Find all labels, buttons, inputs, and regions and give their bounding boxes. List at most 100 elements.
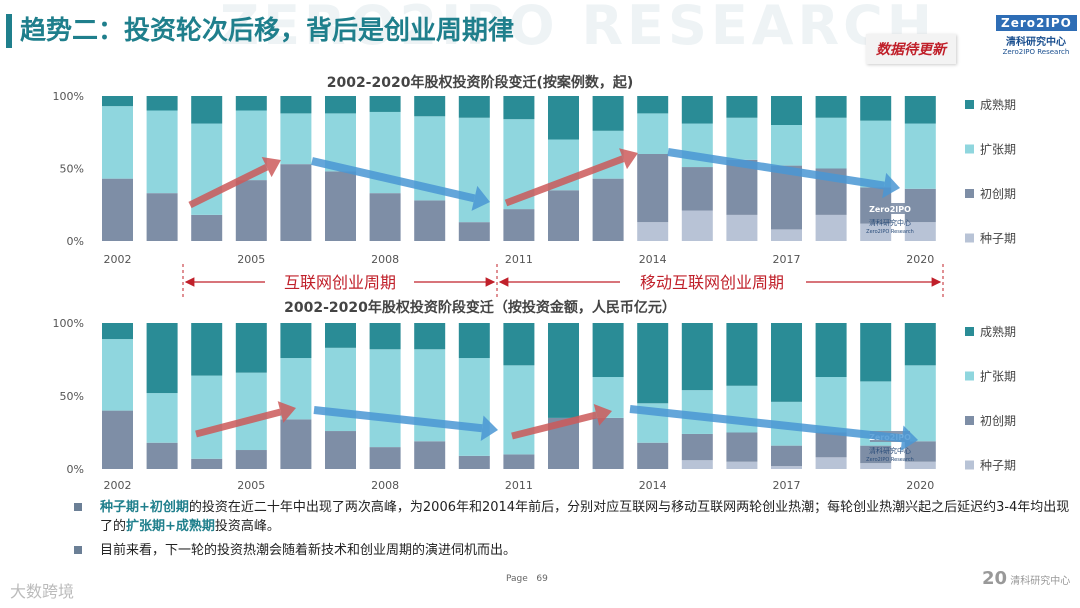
bar-segment-初创期 xyxy=(503,209,535,241)
legend-label: 种子期 xyxy=(980,232,1016,246)
chart-watermark-logo: Zero2IPO 清科研究中心 Zero2IPO Research xyxy=(866,203,914,235)
bar-2020 xyxy=(904,323,936,469)
bar-segment-扩张期 xyxy=(815,377,847,433)
rise-arrow-head xyxy=(277,401,296,423)
bar-segment-初创期 xyxy=(235,180,267,241)
x-tick-label: 2005 xyxy=(237,479,265,492)
footer-logo-mark: 20 xyxy=(982,568,1008,589)
bar-segment-成熟期 xyxy=(146,323,178,394)
bar-segment-初创期 xyxy=(458,222,490,241)
logo-cn: 清科研究中心 xyxy=(1006,37,1066,48)
bar-segment-成熟期 xyxy=(280,323,312,359)
legend-label: 扩张期 xyxy=(980,143,1016,157)
bar-segment-扩张期 xyxy=(369,349,401,448)
bullet-1-text-1: 的投资在近二十年中出现了两次高峰，为2006年和2014年前后，分别对应互联网与… xyxy=(100,500,1070,534)
stacked-bar-chart-1: 2002-2020年股权投资阶段变迁(按案例数，起) 0% 50% 100% 2002 2… xyxy=(53,74,1016,266)
bar-segment-扩张期 xyxy=(191,375,223,459)
bar-segment-扩张期 xyxy=(726,117,758,160)
bar-segment-成熟期 xyxy=(503,96,535,120)
bar-segment-种子期 xyxy=(681,210,713,241)
bar-segment-扩张期 xyxy=(815,117,847,169)
logo-en: Zero2IPO Research xyxy=(1002,48,1070,56)
bar-2011 xyxy=(503,323,535,469)
bar-segment-初创期 xyxy=(369,193,401,241)
bar-segment-成熟期 xyxy=(146,96,178,111)
legend-swatch xyxy=(965,371,974,381)
bar-segment-成熟期 xyxy=(637,323,669,404)
x-tick-label: 2002 xyxy=(104,479,132,492)
bar-segment-初创期 xyxy=(592,417,624,469)
shift-arrow-shaft xyxy=(311,157,476,203)
bar-2003 xyxy=(146,96,178,241)
footer-brand: 大数跨境 xyxy=(10,582,75,601)
bar-segment-初创期 xyxy=(280,164,312,241)
rise-arrow-head xyxy=(619,148,638,170)
x-tick-label: 2008 xyxy=(371,253,399,266)
bar-segment-初创期 xyxy=(191,458,223,469)
chart-title: 2002-2020年股权投资阶段变迁（按投资金额，人民币亿元） xyxy=(284,299,676,316)
bar-segment-初创期 xyxy=(280,419,312,469)
bar-segment-初创期 xyxy=(146,193,178,241)
bar-segment-成熟期 xyxy=(235,323,267,373)
page-number-value: 69 xyxy=(536,574,548,584)
bar-segment-种子期 xyxy=(637,222,669,241)
bar-segment-初创期 xyxy=(681,433,713,461)
bar-segment-成熟期 xyxy=(235,96,267,111)
watermark-logo-en: Zero2IPO Research xyxy=(866,457,914,463)
watermark-logo-box xyxy=(870,203,910,214)
bar-segment-成熟期 xyxy=(548,96,579,140)
y-tick-label: 50% xyxy=(60,163,84,176)
update-note: 数据待更新 xyxy=(866,34,956,64)
bar-segment-种子期 xyxy=(904,222,936,241)
bar-segment-扩张期 xyxy=(503,365,535,455)
bar-segment-成熟期 xyxy=(771,323,802,402)
y-tick-label: 100% xyxy=(53,317,84,330)
bar-2018 xyxy=(815,96,847,241)
watermark: ZERO2IPO RESEARCH xyxy=(220,0,936,57)
legend-swatch xyxy=(965,189,974,198)
bar-2009 xyxy=(414,323,446,469)
rise-arrow-head xyxy=(261,157,281,178)
legend-swatch xyxy=(965,327,974,336)
mobile-cycle-label: 移动互联网创业周期 xyxy=(640,273,784,292)
bar-2010 xyxy=(458,323,490,469)
shift-arrow-shaft xyxy=(313,406,483,433)
legend-swatch xyxy=(965,233,974,243)
x-tick-label: 2020 xyxy=(906,479,934,492)
y-tick-label: 0% xyxy=(67,235,84,248)
legend-swatch xyxy=(965,144,974,154)
bar-segment-成熟期 xyxy=(771,96,802,125)
x-tick-label: 2002 xyxy=(104,253,132,266)
bar-2013 xyxy=(592,323,624,469)
bar-segment-初创期 xyxy=(235,450,267,469)
bar-segment-成熟期 xyxy=(681,323,713,391)
bar-segment-初创期 xyxy=(637,154,669,223)
bar-2019 xyxy=(860,96,892,241)
bar-segment-扩张期 xyxy=(146,110,178,194)
bar-2008 xyxy=(369,96,401,241)
bar-segment-成熟期 xyxy=(592,323,624,378)
y-tick-label: 100% xyxy=(53,90,84,103)
bar-segment-成熟期 xyxy=(860,323,892,382)
chart-title: 2002-2020年股权投资阶段变迁(按案例数，起) xyxy=(327,74,634,91)
bar-segment-成熟期 xyxy=(815,323,847,378)
bar-segment-成熟期 xyxy=(592,96,624,131)
bar-segment-成熟期 xyxy=(503,323,535,366)
bullet-1-highlight-1: 种子期+初创期 xyxy=(100,500,189,515)
legend-label: 初创期 xyxy=(980,187,1016,201)
bar-segment-成熟期 xyxy=(414,323,446,350)
bar-segment-成熟期 xyxy=(191,96,223,124)
bar-segment-初创期 xyxy=(815,432,847,458)
watermark-logo-text: Zero2IPO xyxy=(869,205,911,214)
x-tick-label: 2011 xyxy=(505,479,533,492)
bullet-1-highlight-2: 扩张期+成熟期 xyxy=(126,519,215,534)
bar-segment-成熟期 xyxy=(458,323,490,359)
bar-segment-扩张期 xyxy=(904,123,936,189)
x-tick-label: 2017 xyxy=(773,479,801,492)
bar-segment-初创期 xyxy=(548,190,579,241)
bar-segment-成熟期 xyxy=(681,96,713,124)
bar-segment-种子期 xyxy=(726,214,758,241)
bar-2012 xyxy=(548,323,579,469)
bar-2020 xyxy=(904,96,936,241)
bar-segment-初创期 xyxy=(325,171,356,241)
